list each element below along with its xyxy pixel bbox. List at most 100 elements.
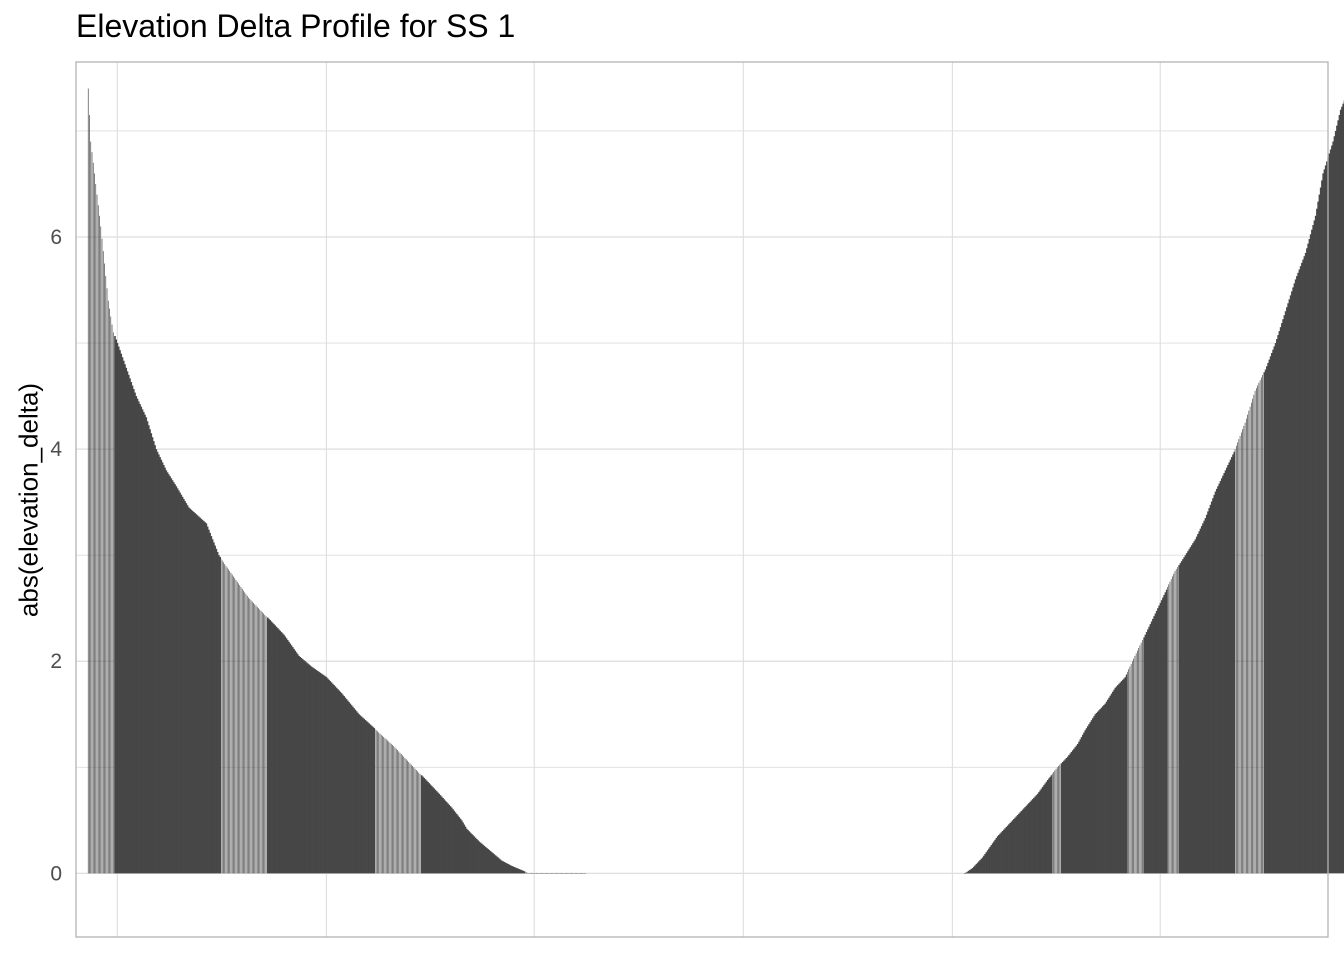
bar [1109,695,1112,874]
bar [990,845,993,874]
bar [333,685,335,874]
bar [1299,266,1302,874]
bar [1200,526,1203,874]
bar [399,752,401,874]
bar [417,771,418,874]
bar [430,785,433,874]
bar [163,465,165,874]
bar [514,867,517,874]
bar [429,784,432,874]
bar [349,703,352,874]
bar [1235,445,1237,874]
bar [328,679,330,874]
bar [1279,327,1282,874]
bar [508,864,511,874]
bar [233,576,234,874]
bar [240,587,242,874]
bar [1301,262,1303,874]
bar [548,873,550,874]
bar [1329,149,1332,874]
bar [447,803,449,874]
bar [236,581,238,874]
bar [199,517,201,874]
bar [549,873,551,874]
bar [405,759,407,874]
bar [1332,141,1334,874]
bar [994,839,996,874]
bar [1273,346,1276,874]
bar [1108,697,1110,874]
bar [1337,120,1339,874]
bar [524,871,526,874]
bar [122,360,125,874]
bar [1065,758,1068,874]
bar [215,548,218,874]
bar [329,681,332,874]
bar [165,470,168,874]
bar [425,780,428,874]
bar [221,560,223,874]
bar [223,562,224,874]
bar [90,141,92,874]
bar [363,718,365,874]
bar [377,731,378,874]
bar [435,791,438,874]
bar [154,445,156,874]
bar [1267,362,1269,874]
bar [150,433,153,874]
bar [493,854,496,874]
bar [455,813,458,874]
bar [1048,778,1050,874]
bar [966,871,969,874]
bar [243,590,244,874]
bar [1004,828,1006,874]
bar [152,441,155,874]
bar [1296,276,1298,874]
bar [1078,741,1080,874]
bar [1244,422,1246,874]
bar [995,838,998,874]
bar [115,339,118,874]
y-tick-labels: 0 2 4 6 [50,226,62,885]
bar [1036,793,1039,874]
bar [1304,252,1307,874]
bar [1247,414,1248,874]
bar [988,848,990,874]
bar [1322,173,1324,874]
bar [563,873,565,874]
bar [382,735,383,874]
bar [304,661,307,874]
bar [365,721,368,874]
bar [258,608,259,874]
bar [92,162,94,874]
bar [528,873,530,874]
bar [104,263,105,874]
bar [1064,759,1067,874]
bar [1075,745,1078,874]
bar [110,316,112,874]
bar [246,595,248,874]
bar [200,518,203,874]
bar [1145,632,1148,874]
bar [1081,734,1084,874]
bar [323,675,325,874]
bar [1049,776,1052,874]
bar [1165,589,1168,874]
y-tick-label: 6 [50,226,62,249]
bar [1185,553,1188,874]
bar [1177,567,1178,874]
bar [412,765,413,874]
bar [448,804,451,874]
bar [1316,208,1318,874]
bar [1297,272,1299,874]
bar [1238,439,1240,874]
bar [169,476,171,874]
bar [1227,465,1229,874]
bar [1218,483,1221,874]
bar [1019,812,1021,874]
bar [178,490,180,874]
bar [1158,605,1160,874]
bar [484,846,487,874]
bar [1271,353,1273,874]
bar [1124,677,1127,874]
